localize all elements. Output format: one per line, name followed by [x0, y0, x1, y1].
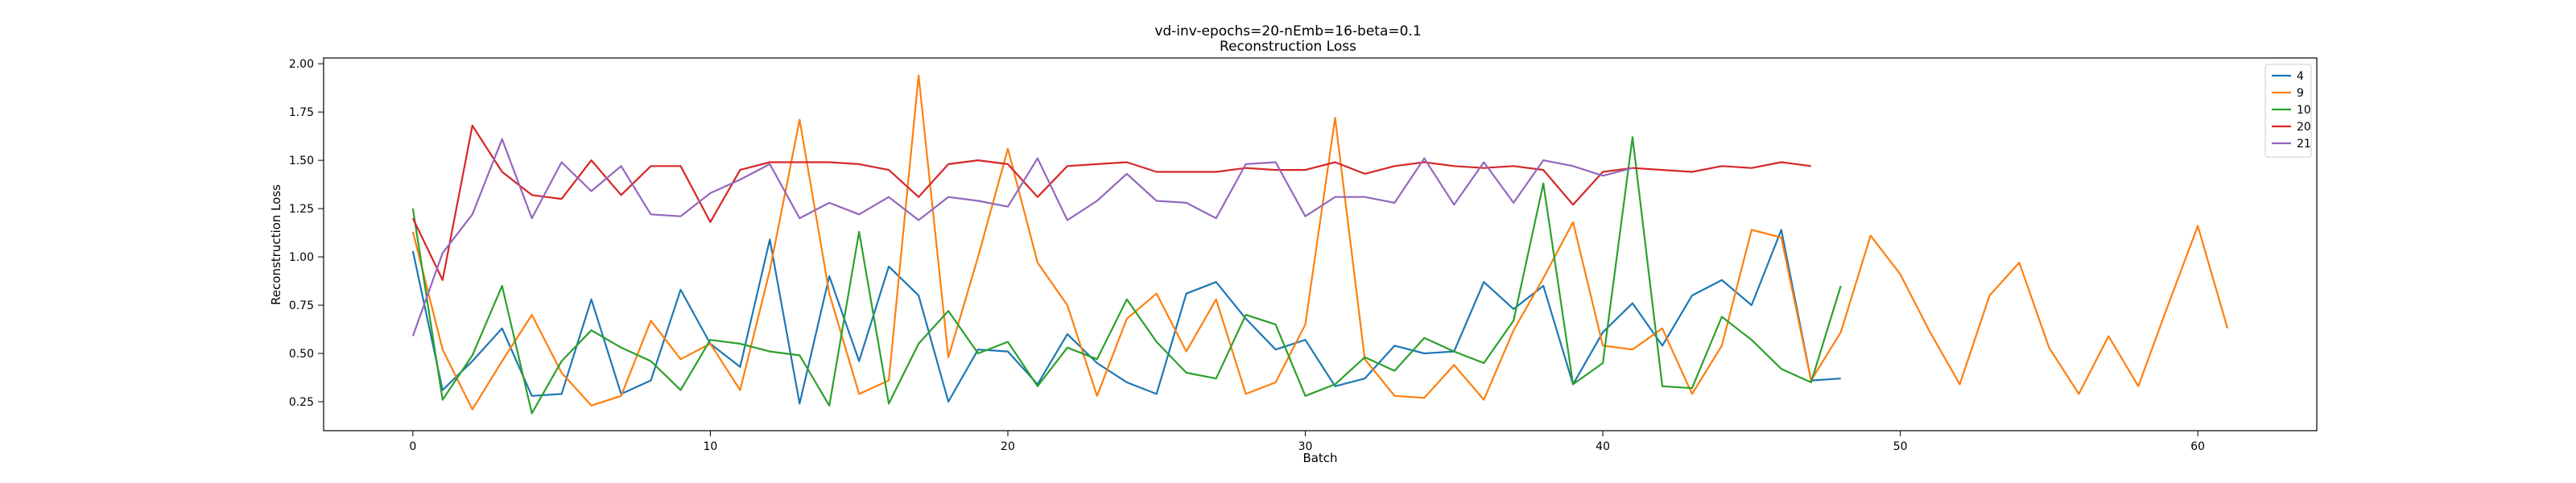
y-tick-label: 0.25 [289, 396, 314, 409]
x-tick-label: 60 [2190, 440, 2205, 453]
y-tick-label: 0.50 [289, 348, 314, 361]
y-tick-label: 1.50 [289, 155, 314, 167]
legend-label-21: 21 [2297, 138, 2311, 151]
y-tick-label: 1.00 [289, 251, 314, 264]
x-tick-label: 40 [1596, 440, 1610, 453]
series-line-21 [411, 138, 1633, 336]
plot-lines [411, 74, 2229, 415]
series-line-20 [411, 124, 1811, 281]
x-tick-label: 50 [1893, 440, 1908, 453]
x-tick-label: 20 [1001, 440, 1015, 453]
y-axis-label: Reconstruction Loss [269, 184, 283, 305]
x-axis-label: Batch [1302, 451, 1337, 465]
chart-subtitle: Reconstruction Loss [1220, 39, 1356, 55]
legend-label-4: 4 [2297, 70, 2304, 83]
y-tick-label: 2.00 [289, 58, 314, 71]
y-tick-label: 1.25 [289, 203, 314, 216]
y-tick-label: 1.75 [289, 106, 314, 119]
x-tick-label: 30 [1298, 440, 1313, 453]
series-line-4 [411, 229, 1841, 405]
legend-label-9: 9 [2297, 87, 2304, 100]
legend-label-10: 10 [2297, 104, 2311, 117]
chart-title: vd-inv-epochs=20-nEmb=16-beta=0.1 [1154, 23, 1421, 39]
x-tick-label: 10 [704, 440, 718, 453]
y-axis-ticks: 0.25 0.50 0.75 1.00 1.25 1.50 1.75 2.00 [289, 58, 324, 409]
series-line-9 [411, 74, 2229, 411]
legend-label-20: 20 [2297, 121, 2311, 134]
legend: 4 9 10 20 21 [2264, 64, 2312, 158]
legend-box [2264, 64, 2312, 158]
series-line-10 [411, 136, 1842, 415]
plot-frame [323, 57, 2318, 431]
x-axis-ticks: 0 10 20 30 40 50 60 [409, 431, 2205, 453]
x-tick-label: 0 [409, 440, 416, 453]
y-tick-label: 0.75 [289, 299, 314, 312]
